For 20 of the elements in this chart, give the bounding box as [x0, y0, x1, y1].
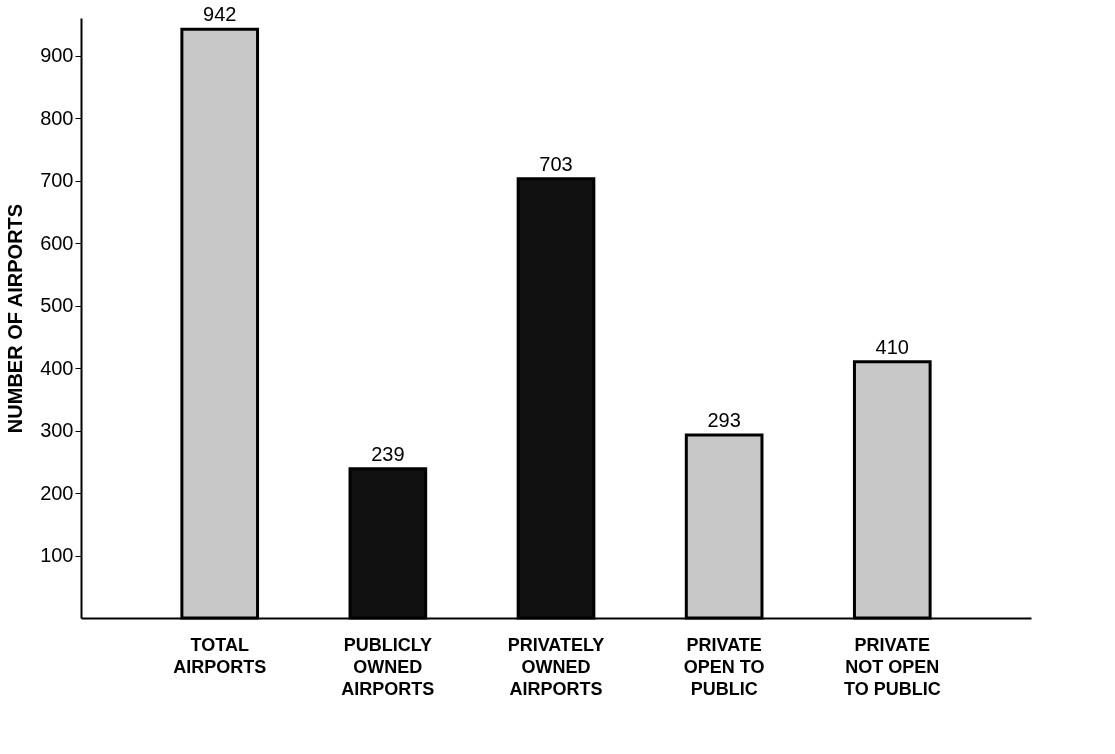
- x-tick-label: PUBLICLY OWNED AIRPORTS: [341, 634, 435, 699]
- data-label: 410: [875, 335, 909, 358]
- y-tick-label: 200: [40, 481, 74, 504]
- y-tick-label: 900: [40, 44, 74, 66]
- y-tick-label: 300: [40, 419, 74, 441]
- y-tick-label: 400: [40, 356, 74, 379]
- y-tick-label: 700: [40, 169, 74, 191]
- x-tick-label: PRIVATE NOT OPEN TO PUBLIC: [843, 634, 941, 699]
- y-tick-label: 500: [40, 294, 74, 316]
- y-axis-title: NUMBER OF AIRPORTS: [4, 203, 27, 434]
- data-label: 703: [539, 152, 573, 175]
- y-tick-label: 600: [40, 231, 74, 254]
- data-label: 293: [707, 408, 741, 431]
- data-label: 942: [203, 3, 237, 26]
- y-tick-label: 800: [40, 106, 74, 129]
- x-tick-label: PRIVATELY OWNED AIRPORTS: [507, 634, 605, 699]
- y-tick-label: 100: [40, 544, 74, 566]
- x-tick-label: PRIVATE OPEN TO PUBLIC: [683, 634, 765, 699]
- data-label: 239: [371, 442, 405, 465]
- x-tick-label: TOTAL AIRPORTS: [173, 634, 267, 677]
